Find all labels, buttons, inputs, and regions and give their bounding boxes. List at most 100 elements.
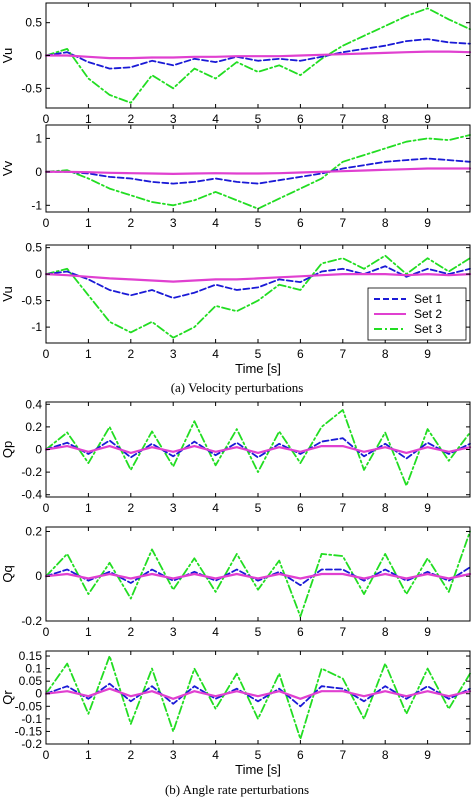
axes-frame-plot-6 (45, 650, 471, 745)
series-line-3-plot-3 (45, 254, 471, 339)
series-line-3-plot-4 (45, 408, 471, 487)
x-tick-label-plot-1: 0 (43, 112, 50, 126)
x-tick-label-plot-5: 4 (212, 625, 219, 639)
series-line-1-plot-6 (45, 682, 471, 708)
series-line-2-plot-5 (44, 572, 472, 580)
caption-a: (a) Velocity perturbations (171, 380, 304, 395)
x-tick-label-plot-3: 8 (382, 347, 389, 361)
x-tick-label-plot-2: 2 (127, 216, 134, 230)
y-tick-label-plot-4: 0.4 (25, 397, 42, 411)
y-axis-label-plot-1: Vu (0, 48, 15, 63)
y-tick-label-plot-4: -0.4 (21, 488, 42, 502)
legend-label: Set 1 (414, 292, 442, 306)
x-tick-label-plot-1: 5 (255, 112, 262, 126)
x-tick-label-plot-5: 9 (424, 625, 431, 639)
y-tick-label-plot-4: -0.2 (21, 465, 42, 479)
x-tick-label-plot-2: 6 (297, 216, 304, 230)
x-tick-label-plot-2: 8 (382, 216, 389, 230)
y-tick-label-plot-3: 0.5 (25, 241, 42, 255)
x-tick-label-plot-1: 6 (297, 112, 304, 126)
y-axis-label-plot-2: Vv (0, 160, 15, 176)
y-tick-label-plot-6: 0.1 (25, 662, 42, 676)
x-tick-label-plot-6: 6 (297, 748, 304, 762)
legend-label: Set 2 (414, 307, 442, 321)
x-tick-label-plot-1: 1 (85, 112, 92, 126)
x-tick-label-plot-3: 9 (424, 347, 431, 361)
x-tick-label-plot-4: 3 (170, 501, 177, 515)
y-tick-label-plot-5: 0 (35, 569, 42, 583)
y-tick-label-plot-4: 0 (35, 443, 42, 457)
x-axis-label-plot-6: Time [s] (235, 762, 281, 777)
legend-label: Set 3 (414, 322, 442, 336)
series-line-1-plot-3 (45, 265, 471, 299)
x-tick-label-plot-6: 2 (127, 748, 134, 762)
y-tick-label-plot-6: -0.15 (15, 724, 43, 738)
x-tick-label-plot-2: 9 (424, 216, 431, 230)
x-tick-label-plot-4: 4 (212, 501, 219, 515)
y-axis-label-plot-3: Vu (0, 286, 15, 301)
x-tick-label-plot-4: 8 (382, 501, 389, 515)
y-tick-label-plot-1: 0.5 (25, 16, 42, 30)
y-tick-label-plot-6: -0.1 (21, 712, 42, 726)
series-line-2-plot-6 (44, 687, 472, 700)
series-line-1-plot-5 (45, 566, 471, 587)
series-line-2-plot-2 (44, 167, 472, 175)
y-tick-label-plot-5: 0.2 (25, 524, 42, 538)
series-line-2-plot-1 (44, 50, 472, 60)
x-tick-label-plot-2: 1 (85, 216, 92, 230)
y-tick-label-plot-4: 0.2 (25, 420, 42, 434)
y-tick-label-plot-3: 0 (35, 267, 42, 281)
x-tick-label-plot-2: 4 (212, 216, 219, 230)
y-tick-label-plot-3: -0.5 (21, 294, 42, 308)
x-tick-label-plot-6: 8 (382, 748, 389, 762)
x-tick-label-plot-5: 7 (339, 625, 346, 639)
series-line-3-plot-1 (45, 7, 471, 104)
x-tick-label-plot-1: 9 (424, 112, 431, 126)
x-tick-label-plot-6: 0 (43, 748, 50, 762)
x-tick-label-plot-4: 0 (43, 501, 50, 515)
y-tick-label-plot-6: 0 (35, 687, 42, 701)
y-tick-label-plot-6: 0.05 (19, 674, 43, 688)
x-tick-label-plot-6: 3 (170, 748, 177, 762)
y-tick-label-plot-6: -0.2 (21, 737, 42, 751)
y-axis-label-plot-6: Qr (0, 690, 15, 705)
x-tick-label-plot-1: 2 (127, 112, 134, 126)
y-tick-label-plot-2: 0 (35, 165, 42, 179)
y-tick-label-plot-5: -0.2 (21, 614, 42, 628)
y-tick-label-plot-1: -0.5 (21, 81, 42, 95)
x-tick-label-plot-5: 8 (382, 625, 389, 639)
y-tick-label-plot-6: -0.05 (15, 699, 43, 713)
x-tick-label-plot-2: 7 (339, 216, 346, 230)
y-tick-label-plot-6: 0.15 (19, 649, 43, 663)
x-tick-label-plot-4: 5 (255, 501, 262, 515)
y-tick-label-plot-2: -1 (31, 198, 42, 212)
x-tick-label-plot-3: 3 (170, 347, 177, 361)
y-axis-label-plot-5: Qq (0, 565, 15, 582)
x-tick-label-plot-6: 5 (255, 748, 262, 762)
x-tick-label-plot-5: 2 (127, 625, 134, 639)
x-tick-label-plot-5: 6 (297, 625, 304, 639)
x-tick-label-plot-2: 5 (255, 216, 262, 230)
x-tick-label-plot-1: 3 (170, 112, 177, 126)
series-line-2-plot-4 (44, 445, 472, 454)
x-tick-label-plot-4: 7 (339, 501, 346, 515)
x-tick-label-plot-3: 5 (255, 347, 262, 361)
x-axis-label-plot-3: Time [s] (235, 361, 281, 376)
series-line-1-plot-1 (45, 38, 471, 70)
x-tick-label-plot-4: 9 (424, 501, 431, 515)
x-tick-label-plot-6: 4 (212, 748, 219, 762)
x-tick-label-plot-2: 3 (170, 216, 177, 230)
x-tick-label-plot-3: 1 (85, 347, 92, 361)
y-tick-label-plot-1: 0 (35, 49, 42, 63)
x-tick-label-plot-3: 2 (127, 347, 134, 361)
x-tick-label-plot-5: 3 (170, 625, 177, 639)
y-axis-label-plot-4: Qp (0, 441, 15, 458)
x-tick-label-plot-5: 5 (255, 625, 262, 639)
series-line-1-plot-2 (45, 157, 471, 185)
x-tick-label-plot-1: 8 (382, 112, 389, 126)
y-tick-label-plot-2: 1 (35, 131, 42, 145)
series-line-3-plot-6 (45, 655, 471, 740)
axes-frame-plot-4 (45, 401, 471, 498)
x-tick-label-plot-6: 7 (339, 748, 346, 762)
